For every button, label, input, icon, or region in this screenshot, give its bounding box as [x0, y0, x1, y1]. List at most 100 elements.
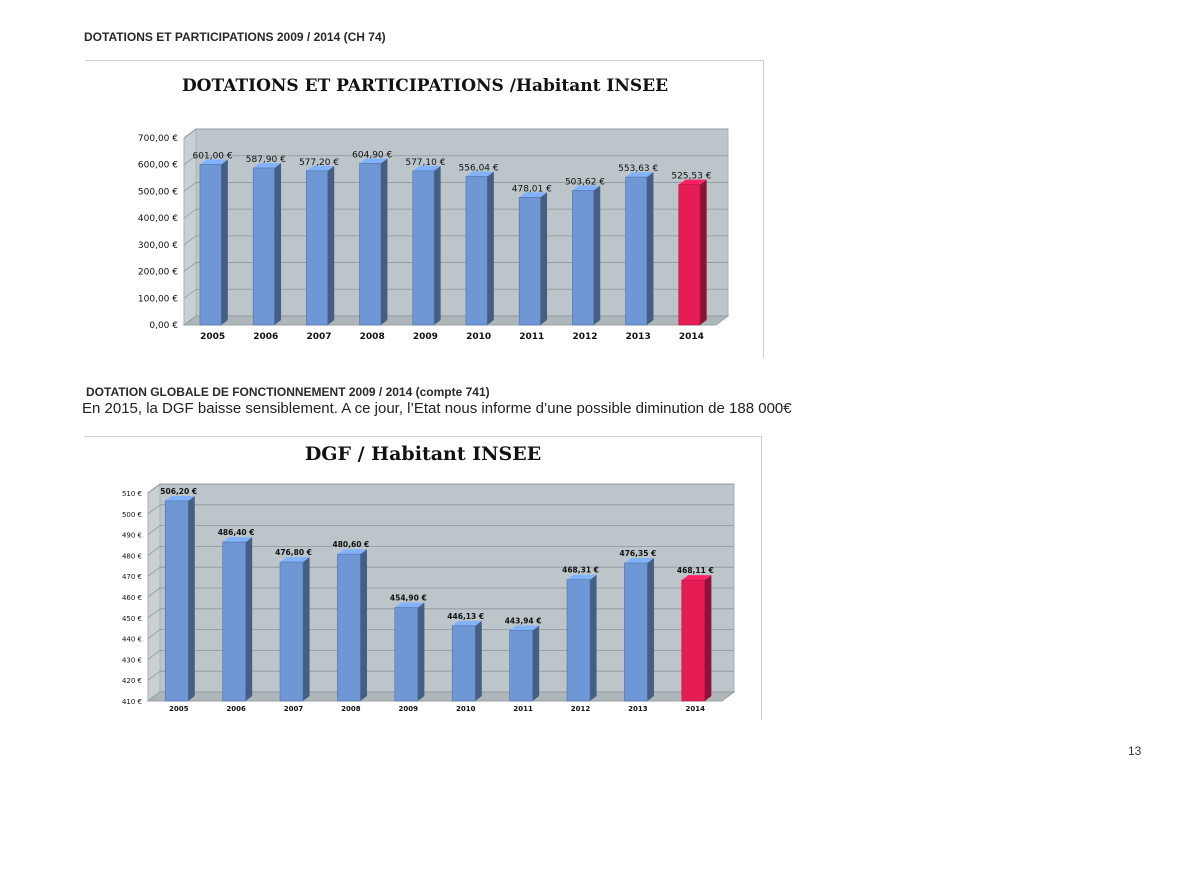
panel-border: [84, 436, 762, 437]
y-tick-label: 100,00 €: [138, 294, 178, 304]
dgf-note: En 2015, la DGF baisse sensiblement. A c…: [82, 400, 792, 417]
bar-side: [302, 557, 310, 701]
x-tick-label: 2013: [626, 332, 651, 342]
chart-panel-dotations: DOTATIONS ET PARTICIPATIONS /Habitant IN…: [86, 60, 764, 358]
bar-top: [306, 165, 335, 171]
gridline-diagonal: [147, 483, 161, 494]
x-tick-label: 2014: [686, 705, 706, 713]
gridline-diagonal: [183, 288, 197, 299]
bar-side: [532, 625, 540, 701]
y-tick-label: 470 €: [122, 573, 142, 581]
gridline-diagonal: [183, 235, 197, 246]
y-tick-label: 420 €: [122, 677, 142, 685]
y-tick-label: 500,00 €: [138, 187, 178, 197]
y-tick-label: 600,00 €: [138, 161, 178, 171]
bar-side: [487, 171, 494, 325]
x-tick-label: 2013: [628, 705, 648, 713]
x-tick-label: 2006: [253, 332, 278, 342]
x-tick-label: 2009: [413, 332, 438, 342]
data-label: 476,80 €: [275, 548, 312, 557]
y-tick-label: 400,00 €: [138, 214, 178, 224]
gridline-diagonal: [147, 587, 161, 598]
bar-side: [589, 574, 597, 701]
x-tick-label: 2011: [519, 332, 544, 342]
panel-border: [86, 60, 764, 61]
bar-side: [274, 162, 282, 325]
bar-top: [567, 574, 597, 580]
bar-top: [394, 602, 425, 608]
bar-chart-dgf: 410 € 420 € 430 € 440 € 450 € 460 € 470 € 480 €…: [122, 483, 736, 713]
bar-top: [572, 185, 601, 191]
bar-top: [452, 620, 482, 626]
bar: [164, 500, 189, 702]
data-label: 468,31 €: [562, 566, 599, 575]
page-number: 13: [1128, 744, 1142, 758]
bar-top: [337, 549, 367, 555]
x-tick-label: 2006: [226, 705, 246, 713]
data-label: 478,01 €: [512, 184, 552, 194]
bar-side: [380, 158, 388, 325]
data-label: 476,35 €: [620, 549, 657, 558]
data-label: 503,62 €: [565, 177, 605, 187]
section-heading-dotations: DOTATIONS ET PARTICIPATIONS 2009 / 2014 …: [84, 30, 386, 44]
bar-top: [199, 159, 228, 165]
y-tick-label: 300,00 €: [138, 241, 178, 251]
gridline-diagonal: [183, 182, 197, 192]
y-tick-label: 500 €: [122, 511, 142, 519]
y-tick-label: 490 €: [122, 532, 142, 540]
gridline-diagonal: [147, 629, 161, 639]
y-tick-label: 480 €: [122, 552, 142, 560]
bar-side: [646, 172, 654, 325]
bar: [222, 541, 246, 702]
bar-side: [434, 165, 441, 325]
x-tick-label: 2010: [466, 332, 491, 342]
gridline-diagonal: [183, 315, 197, 326]
data-label: 468,11 €: [677, 566, 714, 575]
bar-side: [360, 549, 367, 701]
data-label: 525,53 €: [671, 172, 711, 182]
gridline-diagonal: [183, 155, 197, 166]
x-tick-label: 2010: [456, 705, 476, 713]
bar: [337, 553, 361, 702]
bar: [624, 562, 648, 702]
data-label: 577,20 €: [299, 158, 339, 168]
data-label: 454,90 €: [390, 594, 427, 603]
bar-side: [647, 558, 654, 701]
bar: [252, 167, 275, 326]
y-tick-label: 450 €: [122, 615, 142, 623]
bar-side: [700, 179, 707, 325]
data-label: 446,13 €: [447, 612, 484, 621]
gridline-diagonal: [183, 208, 197, 219]
data-label: 486,40 €: [218, 528, 255, 537]
bar: [306, 170, 328, 326]
gridline-diagonal: [183, 128, 197, 139]
chart-title: DGF / Habitant INSEE: [304, 443, 542, 465]
bar-top: [681, 575, 712, 581]
x-tick-label: 2005: [169, 705, 189, 713]
data-label: 556,04 €: [459, 163, 499, 173]
bar-side: [475, 620, 482, 701]
bar-side: [593, 185, 601, 325]
bar-side: [540, 192, 548, 325]
bar-top: [280, 557, 310, 563]
bar-top: [624, 558, 654, 563]
bar-top: [165, 495, 195, 501]
bar-side: [221, 159, 228, 325]
y-tick-label: 430 €: [122, 656, 142, 664]
y-tick-label: 410 €: [122, 698, 142, 706]
y-tick-label: 200,00 €: [138, 268, 178, 278]
bar: [566, 579, 591, 702]
gridline-diagonal: [183, 262, 197, 272]
data-label: 553,63 €: [618, 164, 658, 174]
bar: [359, 163, 382, 326]
gridline-diagonal: [147, 504, 161, 515]
bar: [572, 190, 594, 326]
y-tick-label: 440 €: [122, 636, 142, 644]
y-tick-label: 460 €: [122, 594, 142, 602]
bar-top: [678, 179, 707, 185]
bar: [509, 630, 533, 702]
bar-side: [245, 537, 253, 701]
bar-top: [359, 158, 388, 164]
x-tick-label: 2012: [571, 705, 591, 713]
gridline-diagonal: [147, 566, 161, 577]
